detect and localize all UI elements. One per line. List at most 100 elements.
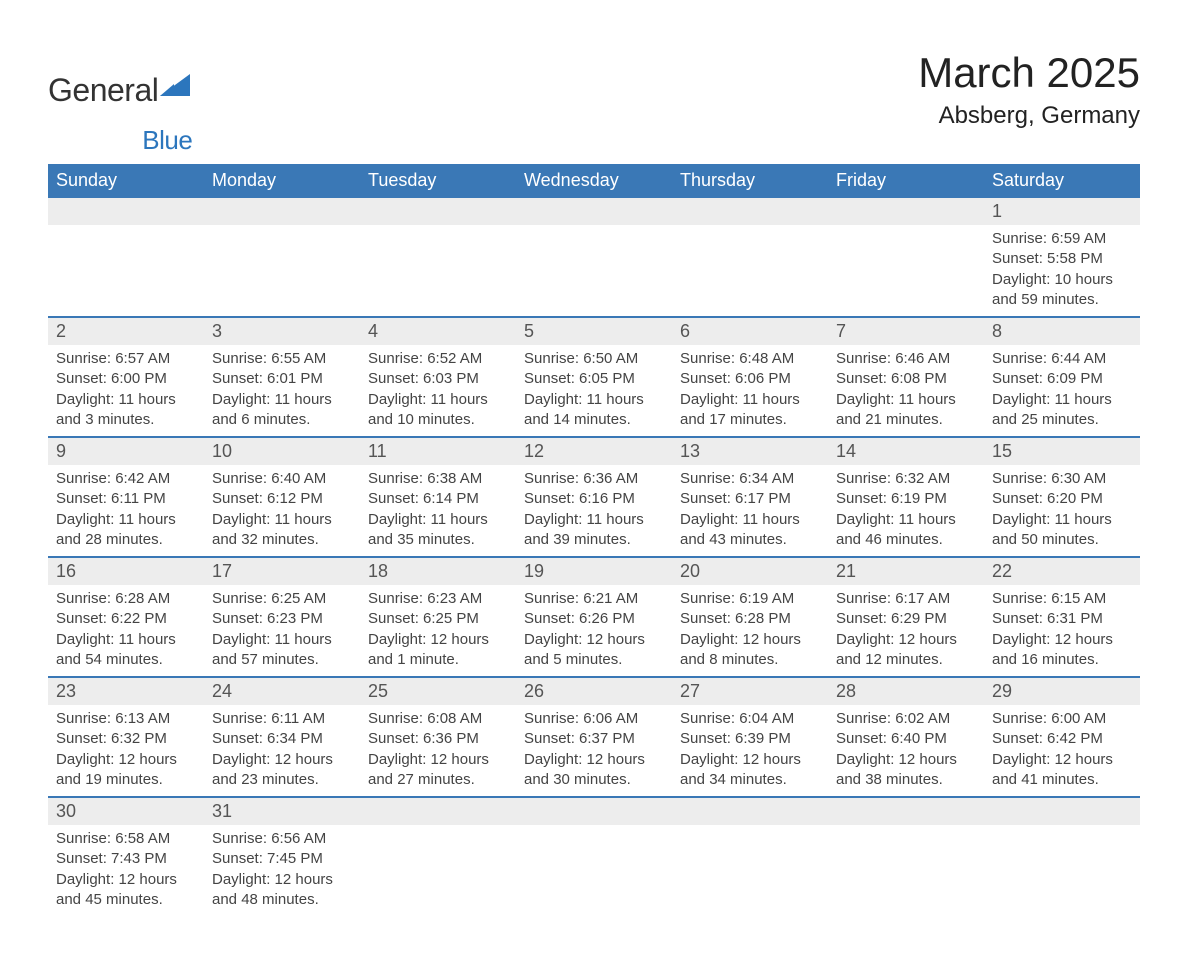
- location: Absberg, Germany: [918, 102, 1140, 130]
- daynum-cell: 6: [672, 317, 828, 345]
- daynum-row: 3031: [48, 797, 1140, 825]
- daynum-cell: 10: [204, 437, 360, 465]
- day-detail-cell: Sunrise: 6:36 AMSunset: 6:16 PMDaylight:…: [516, 465, 672, 557]
- calendar-body: 1 Sunrise: 6:59 AMSunset: 5:58 PMDayligh…: [48, 198, 1140, 916]
- day-number: 23: [48, 678, 204, 705]
- day-detail-cell: [360, 225, 516, 317]
- weekday-header: Thursday: [672, 164, 828, 198]
- day-detail-cell: Sunrise: 6:00 AMSunset: 6:42 PMDaylight:…: [984, 705, 1140, 797]
- logo: General Blue: [48, 74, 190, 156]
- title-block: March 2025 Absberg, Germany: [918, 50, 1140, 130]
- day-detail-cell: Sunrise: 6:40 AMSunset: 6:12 PMDaylight:…: [204, 465, 360, 557]
- day-number: 3: [204, 318, 360, 345]
- day-number: 29: [984, 678, 1140, 705]
- weekday-header: Sunday: [48, 164, 204, 198]
- daynum-cell: 4: [360, 317, 516, 345]
- daynum-cell: 29: [984, 677, 1140, 705]
- daynum-cell: [984, 797, 1140, 825]
- weekday-header: Wednesday: [516, 164, 672, 198]
- daynum-cell: [516, 797, 672, 825]
- day-number: 5: [516, 318, 672, 345]
- day-detail-cell: Sunrise: 6:08 AMSunset: 6:36 PMDaylight:…: [360, 705, 516, 797]
- day-number: 1: [984, 198, 1140, 225]
- detail-row: Sunrise: 6:13 AMSunset: 6:32 PMDaylight:…: [48, 705, 1140, 797]
- day-detail-cell: [516, 825, 672, 916]
- day-detail-cell: [360, 825, 516, 916]
- day-detail-cell: [828, 225, 984, 317]
- daynum-cell: 8: [984, 317, 1140, 345]
- day-detail-cell: [48, 225, 204, 317]
- day-detail-cell: Sunrise: 6:13 AMSunset: 6:32 PMDaylight:…: [48, 705, 204, 797]
- day-number: [360, 198, 516, 225]
- day-number: 13: [672, 438, 828, 465]
- day-number: 25: [360, 678, 516, 705]
- day-detail-cell: Sunrise: 6:44 AMSunset: 6:09 PMDaylight:…: [984, 345, 1140, 437]
- daynum-row: 2345678: [48, 317, 1140, 345]
- daynum-cell: 18: [360, 557, 516, 585]
- daynum-cell: 5: [516, 317, 672, 345]
- day-detail-cell: Sunrise: 6:21 AMSunset: 6:26 PMDaylight:…: [516, 585, 672, 677]
- day-number: 24: [204, 678, 360, 705]
- daynum-cell: 16: [48, 557, 204, 585]
- day-detail-cell: [828, 825, 984, 916]
- day-detail-cell: [516, 225, 672, 317]
- day-detail-cell: Sunrise: 6:55 AMSunset: 6:01 PMDaylight:…: [204, 345, 360, 437]
- logo-blue: Blue: [142, 125, 192, 156]
- daynum-cell: 28: [828, 677, 984, 705]
- daynum-cell: [360, 797, 516, 825]
- day-number: [516, 198, 672, 225]
- day-number: 22: [984, 558, 1140, 585]
- daynum-cell: [672, 198, 828, 225]
- detail-row: Sunrise: 6:58 AMSunset: 7:43 PMDaylight:…: [48, 825, 1140, 916]
- daynum-cell: 15: [984, 437, 1140, 465]
- day-number: 17: [204, 558, 360, 585]
- day-number: 16: [48, 558, 204, 585]
- day-detail-cell: Sunrise: 6:48 AMSunset: 6:06 PMDaylight:…: [672, 345, 828, 437]
- day-number: 28: [828, 678, 984, 705]
- daynum-cell: 25: [360, 677, 516, 705]
- day-detail-cell: Sunrise: 6:38 AMSunset: 6:14 PMDaylight:…: [360, 465, 516, 557]
- calendar-table: Sunday Monday Tuesday Wednesday Thursday…: [48, 164, 1140, 916]
- daynum-cell: [516, 198, 672, 225]
- daynum-cell: 22: [984, 557, 1140, 585]
- day-number: [48, 198, 204, 225]
- daynum-cell: 9: [48, 437, 204, 465]
- day-detail-cell: Sunrise: 6:34 AMSunset: 6:17 PMDaylight:…: [672, 465, 828, 557]
- day-number: 27: [672, 678, 828, 705]
- daynum-cell: 2: [48, 317, 204, 345]
- day-detail-cell: Sunrise: 6:56 AMSunset: 7:45 PMDaylight:…: [204, 825, 360, 916]
- day-detail-cell: Sunrise: 6:23 AMSunset: 6:25 PMDaylight:…: [360, 585, 516, 677]
- day-detail-cell: Sunrise: 6:17 AMSunset: 6:29 PMDaylight:…: [828, 585, 984, 677]
- day-detail-cell: [672, 825, 828, 916]
- day-detail-cell: Sunrise: 6:59 AMSunset: 5:58 PMDaylight:…: [984, 225, 1140, 317]
- daynum-cell: 11: [360, 437, 516, 465]
- day-detail-cell: [204, 225, 360, 317]
- header: General Blue March 2025 Absberg, Germany: [48, 50, 1140, 156]
- day-detail-cell: Sunrise: 6:19 AMSunset: 6:28 PMDaylight:…: [672, 585, 828, 677]
- daynum-cell: [828, 797, 984, 825]
- day-detail-cell: Sunrise: 6:52 AMSunset: 6:03 PMDaylight:…: [360, 345, 516, 437]
- day-number: 6: [672, 318, 828, 345]
- day-number: 20: [672, 558, 828, 585]
- weekday-header: Friday: [828, 164, 984, 198]
- month-title: March 2025: [918, 50, 1140, 96]
- daynum-row: 1: [48, 198, 1140, 225]
- day-detail-cell: Sunrise: 6:15 AMSunset: 6:31 PMDaylight:…: [984, 585, 1140, 677]
- daynum-cell: 3: [204, 317, 360, 345]
- day-number: 30: [48, 798, 204, 825]
- daynum-cell: 19: [516, 557, 672, 585]
- daynum-cell: 7: [828, 317, 984, 345]
- day-number: 15: [984, 438, 1140, 465]
- daynum-cell: 14: [828, 437, 984, 465]
- detail-row: Sunrise: 6:59 AMSunset: 5:58 PMDaylight:…: [48, 225, 1140, 317]
- daynum-cell: 23: [48, 677, 204, 705]
- daynum-cell: 13: [672, 437, 828, 465]
- day-number: [672, 198, 828, 225]
- day-number: [360, 798, 516, 825]
- day-detail-cell: Sunrise: 6:11 AMSunset: 6:34 PMDaylight:…: [204, 705, 360, 797]
- weekday-header: Monday: [204, 164, 360, 198]
- day-detail-cell: [672, 225, 828, 317]
- day-number: 8: [984, 318, 1140, 345]
- weekday-header: Saturday: [984, 164, 1140, 198]
- daynum-cell: 31: [204, 797, 360, 825]
